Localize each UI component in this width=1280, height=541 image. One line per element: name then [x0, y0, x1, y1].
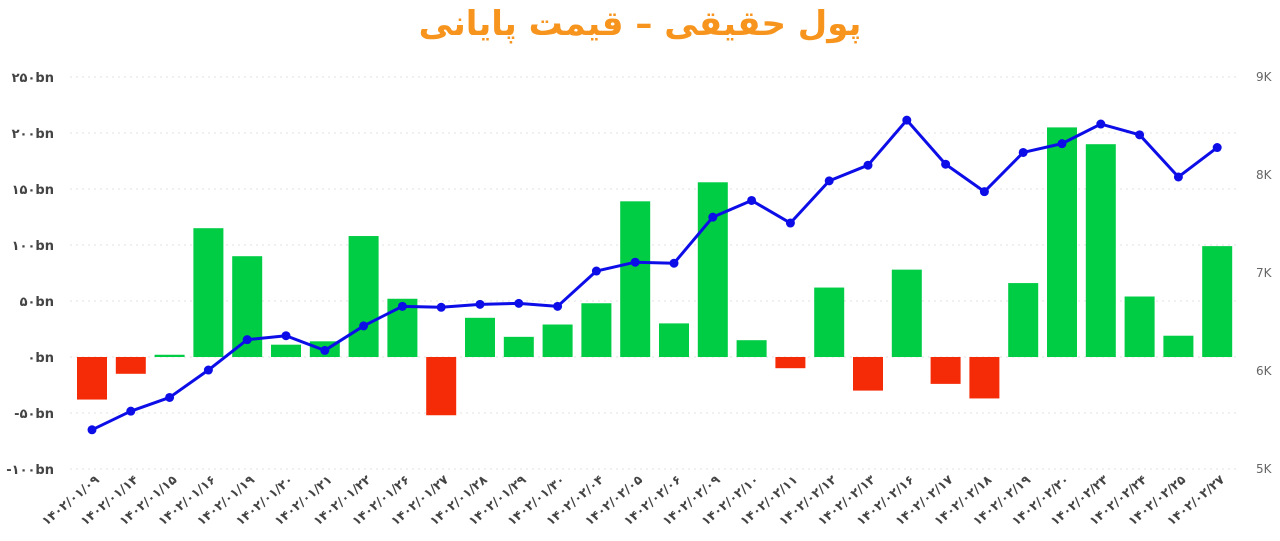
bar-positive — [1047, 127, 1077, 358]
left-tick-label: -۱۰۰bn — [6, 463, 54, 478]
bar-positive — [659, 323, 689, 357]
bar-positive — [542, 324, 573, 357]
price-point — [320, 345, 330, 355]
bar-positive — [1008, 283, 1039, 357]
left-tick-label: -۵۰bn — [14, 407, 54, 422]
bar-negative — [775, 357, 806, 369]
bar-positive — [697, 182, 728, 357]
price-point — [359, 321, 369, 331]
bar-positive — [814, 287, 845, 357]
price-point — [87, 425, 97, 435]
bar-positive — [1163, 335, 1194, 357]
price-point — [863, 160, 873, 170]
price-point — [1057, 139, 1067, 149]
bar-positive — [348, 236, 379, 357]
bar-positive — [620, 201, 651, 357]
price-point — [941, 159, 951, 169]
bar-positive — [1124, 296, 1155, 357]
bar-negative — [969, 357, 1000, 399]
bar-positive — [503, 336, 534, 357]
price-point — [979, 187, 989, 197]
left-tick-label: ۱۵۰bn — [12, 183, 54, 198]
left-tick-label: ۱۰۰bn — [12, 239, 54, 254]
price-point — [1018, 147, 1028, 157]
price-point — [1096, 119, 1106, 129]
left-y-axis: -۱۰۰bn -۵۰bn ۰bn ۵۰bn ۱۰۰bn ۱۵۰bn ۲۰۰bn ۲۵۰bn — [6, 71, 54, 478]
price-point — [281, 331, 291, 341]
right-tick-label: 9K — [1256, 70, 1273, 84]
price-point — [1135, 130, 1145, 140]
bar-negative — [930, 357, 961, 384]
bar-positive — [1202, 246, 1233, 357]
bar-positive — [736, 340, 767, 357]
price-line — [91, 118, 1219, 432]
bar-positive — [465, 317, 495, 357]
bar-negative — [853, 357, 883, 391]
price-point — [824, 176, 834, 186]
price-point — [785, 218, 795, 228]
right-y-axis: 5K 6K 7K 8K 9K — [1256, 70, 1273, 476]
price-point — [591, 266, 601, 276]
right-tick-label: 7K — [1256, 266, 1273, 280]
right-tick-label: 5K — [1256, 462, 1273, 476]
bar-negative — [77, 357, 107, 400]
price-point — [242, 335, 252, 345]
price-point — [203, 365, 213, 375]
price-point — [436, 302, 446, 312]
left-tick-label: ۵۰bn — [20, 295, 54, 310]
right-tick-label: 8K — [1256, 168, 1273, 182]
price-point — [553, 301, 563, 311]
price-point — [669, 258, 679, 268]
left-tick-label: ۰bn — [28, 351, 55, 366]
bar-positive — [581, 303, 612, 357]
bar-negative — [115, 357, 146, 374]
price-point — [397, 301, 407, 311]
bar-positive — [193, 228, 224, 357]
right-tick-label: 6K — [1256, 364, 1273, 378]
chart-title: پول حقیقی – قیمت پایانی — [418, 4, 862, 44]
price-point — [475, 299, 485, 309]
bars-layer — [77, 127, 1233, 416]
price-point — [902, 115, 912, 125]
price-point — [747, 195, 757, 205]
bar-negative — [426, 357, 457, 416]
x-axis: ۱۴۰۲/۰۱/۰۹۱۴۰۲/۰۱/۱۴۱۴۰۲/۰۱/۱۵۱۴۰۲/۰۱/۱۶… — [39, 472, 1228, 529]
left-tick-label: ۲۰۰bn — [12, 127, 54, 142]
price-point — [165, 392, 175, 402]
price-point — [126, 406, 136, 416]
bar-positive — [891, 269, 922, 357]
price-point — [630, 257, 640, 267]
price-point — [514, 298, 524, 308]
price-point — [1173, 172, 1183, 182]
price-point — [708, 212, 718, 222]
price-point — [1212, 143, 1222, 153]
bar-positive — [271, 344, 301, 357]
left-tick-label: ۲۵۰bn — [12, 71, 54, 86]
bar-positive — [1085, 144, 1116, 357]
line-layer — [87, 115, 1222, 435]
bar-positive — [154, 354, 185, 357]
